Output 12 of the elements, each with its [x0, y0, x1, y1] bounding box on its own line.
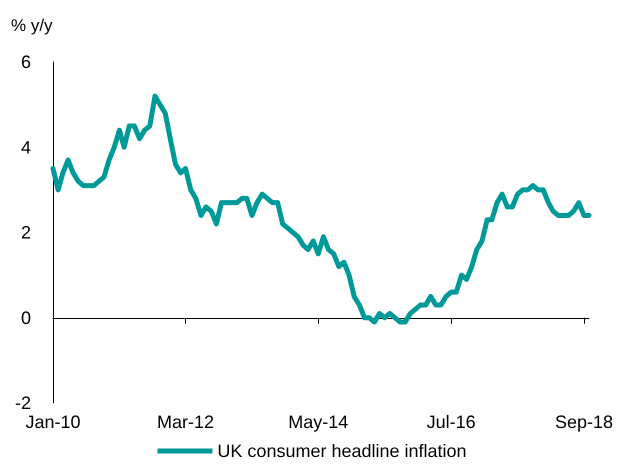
legend-label: UK consumer headline inflation — [217, 441, 467, 461]
y-axis-title: % y/y — [11, 16, 54, 35]
x-tick-label: Jan-10 — [25, 412, 81, 432]
x-tick-label: May-14 — [288, 412, 348, 432]
x-tick-label: Mar-12 — [157, 412, 214, 432]
y-tick-label: 0 — [20, 308, 31, 328]
x-tick-label: Jul-16 — [426, 412, 476, 432]
y-tick-label: 2 — [20, 222, 31, 242]
y-tick-label: 4 — [20, 137, 31, 158]
y-tick-label: 6 — [20, 52, 31, 72]
x-tick-label: Sep-18 — [554, 412, 613, 432]
y-tick-label: -2 — [14, 393, 31, 413]
